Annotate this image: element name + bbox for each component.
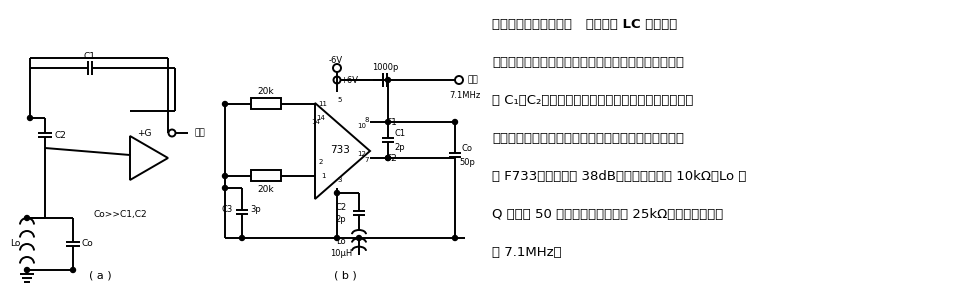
Text: C1: C1 (394, 129, 405, 138)
Circle shape (334, 191, 339, 196)
Circle shape (239, 235, 244, 240)
Circle shape (222, 173, 228, 178)
Circle shape (357, 235, 361, 240)
Text: 2p: 2p (394, 143, 405, 152)
Text: 14: 14 (311, 119, 320, 125)
Text: 2p: 2p (335, 216, 346, 224)
Bar (251, 98, 281, 109)
Circle shape (27, 116, 33, 120)
Text: 于 7.1MHz。: 于 7.1MHz。 (491, 246, 561, 259)
Text: 容 C₁、C₂将谐振回路与集成放大器隔离，减小集成电: 容 C₁、C₂将谐振回路与集成放大器隔离，减小集成电 (491, 94, 693, 107)
Text: Co>>C1,C2: Co>>C1,C2 (93, 210, 146, 219)
Text: 1: 1 (321, 173, 325, 179)
Text: Lo: Lo (336, 237, 346, 246)
Circle shape (385, 77, 391, 83)
Text: 5: 5 (337, 97, 342, 103)
Circle shape (385, 155, 391, 161)
Text: C1: C1 (84, 52, 96, 61)
Text: 733: 733 (329, 145, 350, 155)
Text: C3: C3 (221, 205, 233, 214)
Circle shape (333, 77, 340, 84)
Circle shape (222, 185, 228, 191)
Text: 10μH: 10μH (329, 249, 352, 258)
Text: Co: Co (81, 239, 93, 249)
Text: 路对回路的影响，使频率稳定。该电路采用全差分放大: 路对回路的影响，使频率稳定。该电路采用全差分放大 (491, 132, 683, 145)
Text: ( b ): ( b ) (333, 271, 356, 281)
Text: 差动式富兰克林振荡器   富兰克林 LC 振荡器是: 差动式富兰克林振荡器 富兰克林 LC 振荡器是 (491, 18, 676, 31)
Text: 50p: 50p (458, 157, 475, 166)
Text: 8: 8 (364, 117, 369, 123)
Text: ( a ): ( a ) (88, 271, 111, 281)
Circle shape (332, 64, 341, 72)
Text: 1000p: 1000p (372, 63, 398, 72)
Text: Co: Co (461, 143, 472, 152)
Circle shape (169, 129, 175, 136)
Circle shape (24, 216, 29, 221)
Circle shape (24, 267, 29, 272)
Circle shape (452, 235, 457, 240)
Text: 输出: 输出 (195, 129, 205, 138)
Text: 7: 7 (364, 157, 369, 163)
Text: 20k: 20k (258, 184, 274, 194)
Text: C2: C2 (335, 203, 346, 212)
Circle shape (452, 120, 457, 125)
Circle shape (454, 76, 462, 84)
Circle shape (385, 155, 391, 161)
Text: 输出: 输出 (467, 75, 478, 84)
Text: 12: 12 (358, 151, 366, 157)
Text: 3: 3 (337, 177, 342, 183)
Circle shape (222, 102, 228, 107)
Text: F1: F1 (387, 118, 397, 127)
Text: 2: 2 (319, 159, 323, 165)
Circle shape (334, 235, 339, 240)
Text: +G: +G (137, 129, 151, 138)
Text: +6V: +6V (340, 75, 358, 84)
Text: 器 F733，增益大于 38dB，输入电阵大于 10kΩ，Lo 的: 器 F733，增益大于 38dB，输入电阵大于 10kΩ，Lo 的 (491, 170, 745, 183)
Text: F2: F2 (387, 153, 397, 162)
Text: 一种适用于集成电路，频率比较稳定的振荡器。用小电: 一种适用于集成电路，频率比较稳定的振荡器。用小电 (491, 56, 683, 69)
Text: 20k: 20k (258, 86, 274, 95)
Text: 3p: 3p (250, 205, 261, 214)
Text: 11: 11 (318, 101, 328, 107)
Text: 10: 10 (358, 123, 366, 129)
Text: Lo: Lo (10, 239, 20, 249)
Circle shape (385, 120, 391, 125)
Text: 7.1MHz: 7.1MHz (449, 91, 480, 100)
Text: 14: 14 (316, 115, 326, 121)
Text: Q 値大于 50 时，则谐振电阵大于 25kΩ。振荡频率约等: Q 値大于 50 时，则谐振电阵大于 25kΩ。振荡频率约等 (491, 208, 723, 221)
Text: C2: C2 (54, 130, 66, 139)
Text: -6V: -6V (328, 56, 343, 65)
Bar (251, 170, 281, 181)
Circle shape (71, 267, 76, 272)
